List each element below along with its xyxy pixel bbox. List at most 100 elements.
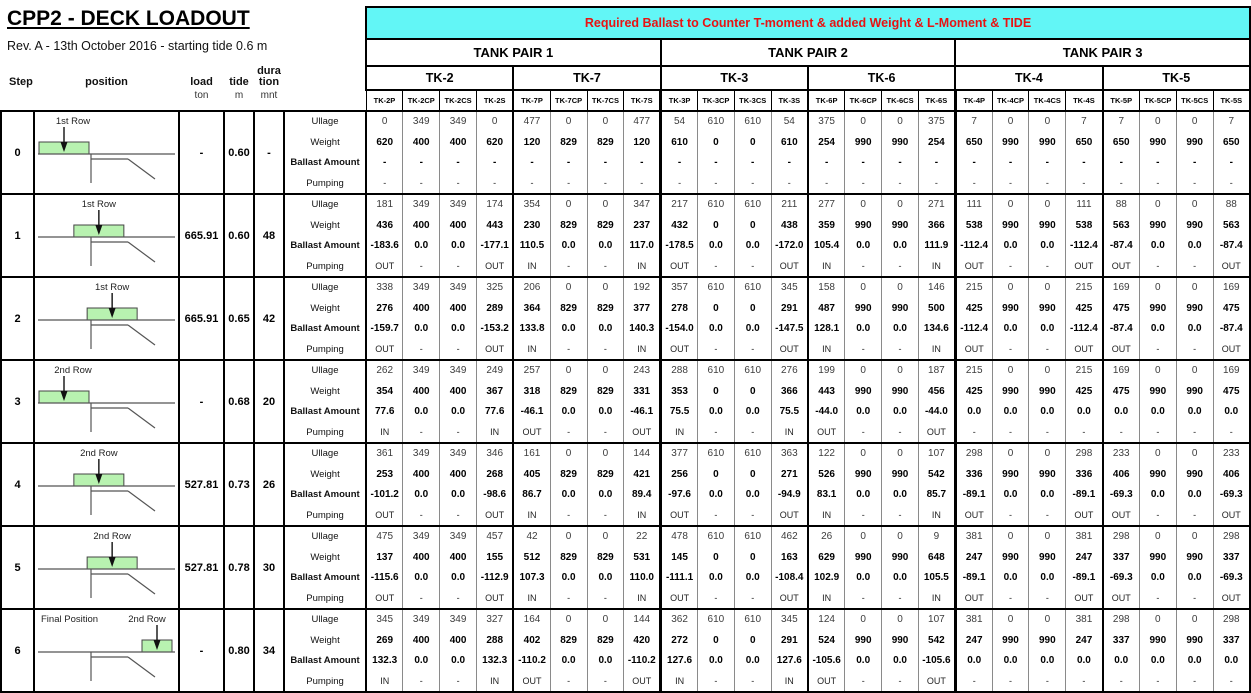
ballast-cell: -89.1	[955, 567, 993, 589]
ullage-cell: 0	[844, 609, 883, 630]
ballast-cell: 132.3	[476, 650, 515, 672]
ramp-line	[127, 158, 156, 180]
ballast-cell: 127.6	[660, 650, 698, 672]
weight-cell: 425	[955, 380, 993, 402]
ballast-cell: 85.7	[918, 484, 957, 506]
step-column-header: Step	[1, 66, 34, 90]
pumping-cell: -	[1176, 256, 1214, 277]
ballast-cell: 77.6	[476, 401, 515, 423]
pumping-cell: -	[734, 422, 772, 443]
pumping-cell: -	[881, 671, 919, 692]
ballast-cell: -178.5	[660, 235, 698, 257]
weight-cell: 120	[513, 131, 551, 153]
ballast-cell: -87.4	[1102, 318, 1140, 340]
ballast-cell: 0.0	[439, 401, 478, 423]
ballast-cell: 0.0	[1102, 401, 1140, 423]
tide-value: 0.68	[224, 360, 255, 443]
pumping-cell: IN	[771, 671, 809, 692]
ullage-cell: 0	[992, 111, 1030, 132]
ballast-cell: -89.1	[1065, 484, 1104, 506]
pumping-cell: OUT	[1213, 505, 1251, 526]
weight-cell: 432	[660, 214, 698, 236]
ballast-cell: 75.5	[660, 401, 698, 423]
pumping-cell: -	[1213, 671, 1251, 692]
pumping-cell: -	[587, 256, 625, 277]
weight-cell: 400	[402, 297, 441, 319]
pumping-cell: -	[992, 671, 1030, 692]
pumping-cell: IN	[476, 671, 515, 692]
pumping-cell: -	[402, 256, 441, 277]
ullage-cell: 233	[1102, 443, 1140, 464]
ullage-cell: 88	[1102, 194, 1140, 215]
duration-value: 48	[254, 194, 285, 277]
ullage-cell: 0	[1028, 609, 1067, 630]
ullage-cell: 0	[992, 360, 1030, 381]
pumping-cell: IN	[623, 339, 663, 360]
pumping-cell: -	[992, 588, 1030, 609]
weight-row-step-0: Weight 620 400 400 620 120 829 829 120 610 0 0 610 25…	[1, 131, 1251, 153]
ullage-cell: 0	[550, 360, 588, 381]
pumping-cell: -	[439, 422, 478, 443]
ullage-cell: 610	[734, 194, 772, 215]
pumping-cell: -	[402, 505, 441, 526]
ballast-cell: -44.0	[807, 401, 846, 423]
pumping-cell: IN	[623, 505, 663, 526]
ullage-cell: 363	[771, 443, 809, 464]
weight-cell: 400	[439, 463, 478, 485]
weight-cell: 990	[1028, 297, 1067, 319]
duration-value: -	[254, 111, 285, 194]
weight-cell: 0	[697, 629, 735, 651]
row-label-weight: Weight	[284, 546, 368, 568]
ballast-cell: -69.3	[1102, 484, 1140, 506]
weight-cell: 400	[402, 463, 441, 485]
ballast-cell: 83.1	[807, 484, 846, 506]
ullage-cell: 9	[918, 526, 957, 547]
weight-cell: 829	[550, 380, 588, 402]
ramp-line	[127, 490, 156, 512]
row-label-weight: Weight	[284, 214, 368, 236]
pumping-cell: -	[844, 256, 883, 277]
tank-tk4-header: TK-4	[954, 65, 1104, 91]
weight-cell: 990	[844, 629, 883, 651]
weight-cell: 990	[1176, 546, 1214, 568]
pumping-row-step-5: Pumping OUT - - OUT IN - - IN OUT - - OUT IN - - IN OUT - -…	[1, 588, 1251, 609]
ullage-row-step-3: 3 2nd Row -0.68 20 Ullage 262 349 349 249 257 0 0 24…	[1, 360, 1251, 443]
ullage-cell: 349	[439, 526, 478, 547]
ballast-cell: -112.4	[955, 235, 993, 257]
ullage-cell: 298	[1102, 526, 1140, 547]
ballast-cell: -	[587, 152, 625, 174]
weight-cell: 990	[1139, 463, 1177, 485]
ullage-cell: 26	[807, 526, 846, 547]
tank-tk6-header: TK-6	[806, 65, 957, 91]
weight-cell: 990	[1139, 131, 1177, 153]
position-arrow-head	[108, 557, 116, 567]
weight-cell: 650	[1213, 131, 1251, 153]
pumping-cell: -	[734, 588, 772, 609]
pumping-cell: IN	[807, 505, 846, 526]
ullage-cell: 0	[1139, 194, 1177, 215]
weight-row-step-6: Weight 269 400 400 288 402 829 829 420 272 0 0 291 52…	[1, 629, 1251, 651]
weight-cell: 337	[1102, 546, 1140, 568]
pumping-cell: -	[918, 173, 957, 194]
tank-pair-3-header: TANK PAIR 3	[954, 38, 1251, 67]
ullage-cell: 0	[844, 360, 883, 381]
ballast-cell: 102.9	[807, 567, 846, 589]
pumping-cell: -	[844, 422, 883, 443]
pumping-cell: -	[955, 422, 993, 443]
weight-cell: 406	[1102, 463, 1140, 485]
load-value: -	[179, 111, 225, 194]
pumping-cell: -	[844, 505, 883, 526]
pumping-cell: OUT	[366, 339, 404, 360]
pumping-cell: IN	[476, 422, 515, 443]
ballast-cell: -	[439, 152, 478, 174]
ullage-cell: 345	[771, 277, 809, 298]
ullage-cell: 288	[660, 360, 698, 381]
pumping-cell: OUT	[513, 671, 551, 692]
pumping-cell: IN	[918, 588, 957, 609]
ullage-cell: 327	[476, 609, 515, 630]
weight-cell: 318	[513, 380, 551, 402]
ballast-cell: -	[1213, 152, 1251, 174]
ullage-cell: 0	[992, 277, 1030, 298]
column-header-tk-3cs: TK-3CS	[733, 89, 772, 112]
loadout-schematic: 2nd Row	[38, 448, 175, 515]
